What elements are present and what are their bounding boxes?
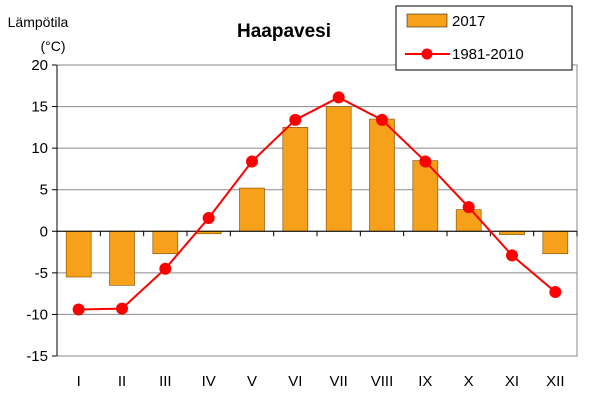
bar-V	[239, 187, 265, 232]
y-tick-label: 5	[40, 182, 48, 199]
x-tick-label: I	[77, 373, 81, 390]
point-IV	[202, 211, 215, 224]
y-axis-label-line2: (°C)	[40, 38, 65, 54]
legend: 2017 1981-2010	[395, 5, 573, 71]
x-tick-label: VII	[329, 373, 347, 390]
bar-VI	[282, 127, 309, 232]
y-tick-label: 0	[40, 223, 48, 240]
legend-swatch-bar	[406, 13, 448, 28]
y-tick-label: 10	[31, 140, 48, 157]
point-V	[246, 155, 258, 168]
x-tick-label: XI	[505, 373, 519, 390]
point-XII	[549, 285, 562, 298]
chart-title: Haapavesi	[237, 21, 331, 42]
legend-label-1981-2010: 1981-2010	[452, 46, 524, 63]
x-tick-label: IV	[202, 373, 216, 390]
line-series-1981-2010	[72, 91, 562, 316]
y-tick-label: -10	[26, 306, 48, 323]
y-axis-label-line1: Lämpötila	[8, 14, 69, 30]
bar-XII	[542, 230, 569, 255]
y-tick-label: 15	[31, 99, 48, 116]
point-VII	[332, 91, 345, 104]
x-tick-label: XII	[546, 373, 564, 390]
point-X	[462, 201, 475, 214]
legend-swatch-marker	[421, 48, 433, 60]
point-I	[72, 303, 85, 316]
bar-III	[152, 230, 179, 255]
point-VI	[289, 113, 302, 126]
series-line	[78, 96, 556, 311]
y-tick-label: 20	[31, 57, 48, 74]
bar-VII	[325, 106, 352, 232]
x-tick-label: X	[464, 373, 474, 390]
x-tick-label: VI	[288, 373, 302, 390]
point-II	[116, 302, 128, 315]
y-tick-labels: 20 15 10 5 0 -5 -10 -15	[26, 57, 48, 365]
x-tick-label: IX	[418, 373, 432, 390]
axes	[52, 64, 578, 357]
x-tick-labels: I II III IV V VI VII VIII IX X XI XII	[77, 373, 565, 390]
point-XI	[506, 249, 518, 262]
point-III	[159, 262, 172, 275]
point-IX	[419, 155, 432, 168]
point-VIII	[376, 113, 388, 126]
bar-I	[65, 230, 92, 278]
legend-label-2017: 2017	[452, 13, 485, 30]
bar-VIII	[369, 118, 395, 232]
x-tick-label: V	[247, 373, 257, 390]
y-tick-label: -5	[35, 265, 48, 282]
bar-II	[109, 230, 135, 286]
bar-series-2017	[65, 106, 569, 286]
x-tick-label: II	[118, 373, 126, 390]
x-tick-label: VIII	[371, 373, 394, 390]
x-tick-label: III	[159, 373, 172, 390]
y-tick-label: -15	[26, 348, 48, 365]
